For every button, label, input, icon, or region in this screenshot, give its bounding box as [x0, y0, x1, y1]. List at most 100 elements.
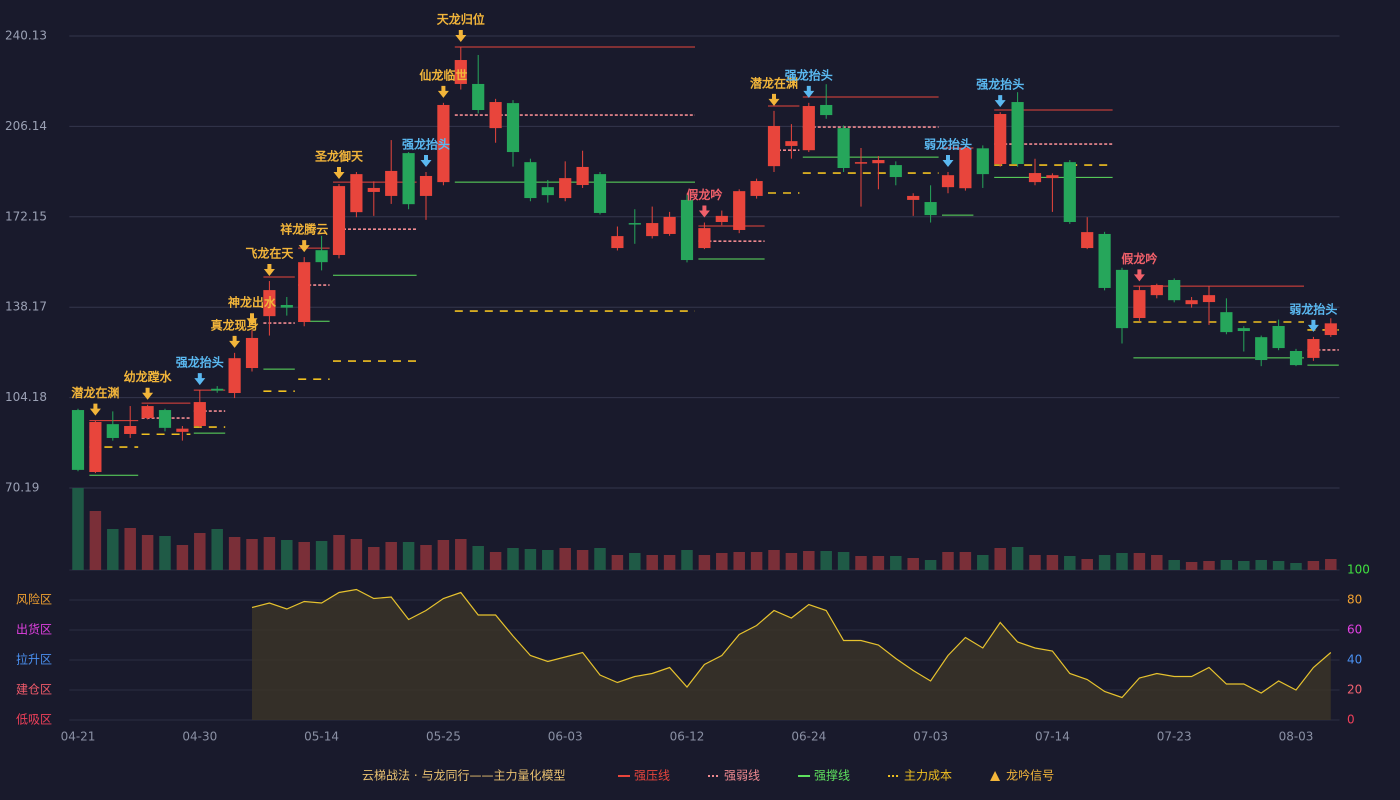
candle-body [646, 223, 659, 237]
candle-body [315, 250, 328, 263]
candle-body [1046, 175, 1059, 179]
volume-bar [159, 536, 171, 570]
candle-body [663, 216, 676, 234]
volume-bar [907, 558, 919, 570]
x-tick-label: 06-12 [670, 730, 705, 744]
y-tick-label: 240.13 [5, 29, 47, 43]
volume-bar [750, 552, 763, 570]
volume-bar [1307, 561, 1320, 570]
candle-body [1168, 279, 1181, 301]
signal-label: 神龙出水 [228, 295, 277, 310]
volume-bar [1133, 553, 1146, 570]
candle-body [489, 102, 502, 129]
signal-arrow [333, 166, 345, 179]
candle-body [193, 402, 206, 427]
signal-label: 祥龙腾云 [280, 222, 328, 237]
candle-body [124, 426, 137, 434]
signal-label: 弱龙抬头 [1289, 301, 1337, 316]
signal-arrow [229, 335, 241, 348]
volume-bar [455, 539, 467, 570]
volume-bar [420, 545, 432, 570]
legend-label: 强撑线 [814, 768, 850, 783]
volume-bar [872, 556, 885, 570]
candle-body [1150, 285, 1163, 296]
volume-bar [507, 548, 519, 570]
y2-tick-label: 60 [1347, 623, 1362, 637]
candle-body [419, 175, 433, 196]
candle-body [611, 236, 624, 249]
volume-bar [1238, 561, 1250, 570]
signal-label: 强龙抬头 [402, 136, 450, 151]
y-tick-label: 138.17 [5, 300, 47, 314]
volume-bar [263, 537, 276, 570]
volume-bar [855, 556, 867, 570]
candle-body [1185, 300, 1198, 305]
candle-body [472, 83, 485, 111]
x-tick-label: 04-21 [61, 730, 96, 744]
candle-body [1133, 290, 1146, 319]
volume-bar [924, 560, 937, 570]
candle-body [1307, 339, 1320, 358]
candle-body [1324, 323, 1337, 336]
signal-arrow [455, 29, 467, 42]
volume-bar [124, 528, 136, 570]
signal-label: 幼龙蹚水 [124, 369, 173, 384]
volume-bar [368, 547, 380, 570]
x-tick-label: 08-03 [1279, 730, 1314, 744]
candle-body [524, 162, 537, 199]
volume-bar [315, 541, 328, 570]
signal-arrow [994, 95, 1006, 108]
y2-tick-label: 0 [1347, 713, 1355, 727]
signal-arrow [698, 205, 710, 218]
volume-bar [228, 537, 241, 570]
signal-label: 假龙吟 [1121, 251, 1157, 266]
y-tick-label: 104.18 [5, 390, 47, 404]
volume-bar [1064, 556, 1076, 570]
candle-body [89, 422, 102, 473]
candle-body [733, 191, 746, 230]
volume-bar [803, 551, 815, 570]
candle-body [228, 358, 241, 394]
volume-bar [524, 549, 537, 570]
candle-body [889, 165, 902, 178]
candle-body [158, 410, 172, 428]
volume-bar [1011, 547, 1024, 570]
candle-body [211, 388, 224, 391]
signal-label: 飞龙在天 [245, 246, 294, 261]
volume-bar [1272, 561, 1285, 570]
candle-body [506, 103, 520, 153]
volume-bar [1029, 555, 1041, 570]
candle-body [698, 228, 711, 249]
volume-bar [1081, 559, 1093, 570]
volume-bar [350, 539, 363, 570]
volume-bar [176, 545, 189, 570]
zone-label: 出货区 [16, 622, 52, 637]
volume-bar [890, 556, 902, 570]
volume-bar [663, 555, 676, 570]
volume-bar [994, 548, 1006, 570]
candle-body [854, 162, 868, 164]
candle-body [541, 187, 554, 196]
x-tick-label: 07-14 [1035, 730, 1070, 744]
volume-bar [646, 555, 658, 570]
candle-body [1098, 233, 1111, 288]
legend: 云梯战法 · 与龙同行——主力量化模型 强压线 强弱线 强撑线 主力成本 龙吟信号 [362, 768, 1054, 783]
volume-bar [402, 542, 415, 570]
candle-body [280, 304, 293, 308]
candle-body [767, 125, 781, 167]
volume-bar [785, 553, 798, 570]
volume-bar [107, 529, 119, 570]
signal-arrow [142, 387, 154, 400]
volume-bar [629, 553, 641, 570]
signal-arrow [437, 85, 449, 98]
candle-body [176, 428, 189, 432]
signal-label: 假龙吟 [686, 187, 722, 202]
candle-body [402, 153, 415, 205]
candle-body [1237, 328, 1250, 332]
candle-body [1272, 325, 1285, 349]
candle-body [680, 199, 694, 261]
candle-body [593, 174, 607, 213]
candle-body [245, 337, 259, 369]
signal-arrow [263, 264, 275, 277]
